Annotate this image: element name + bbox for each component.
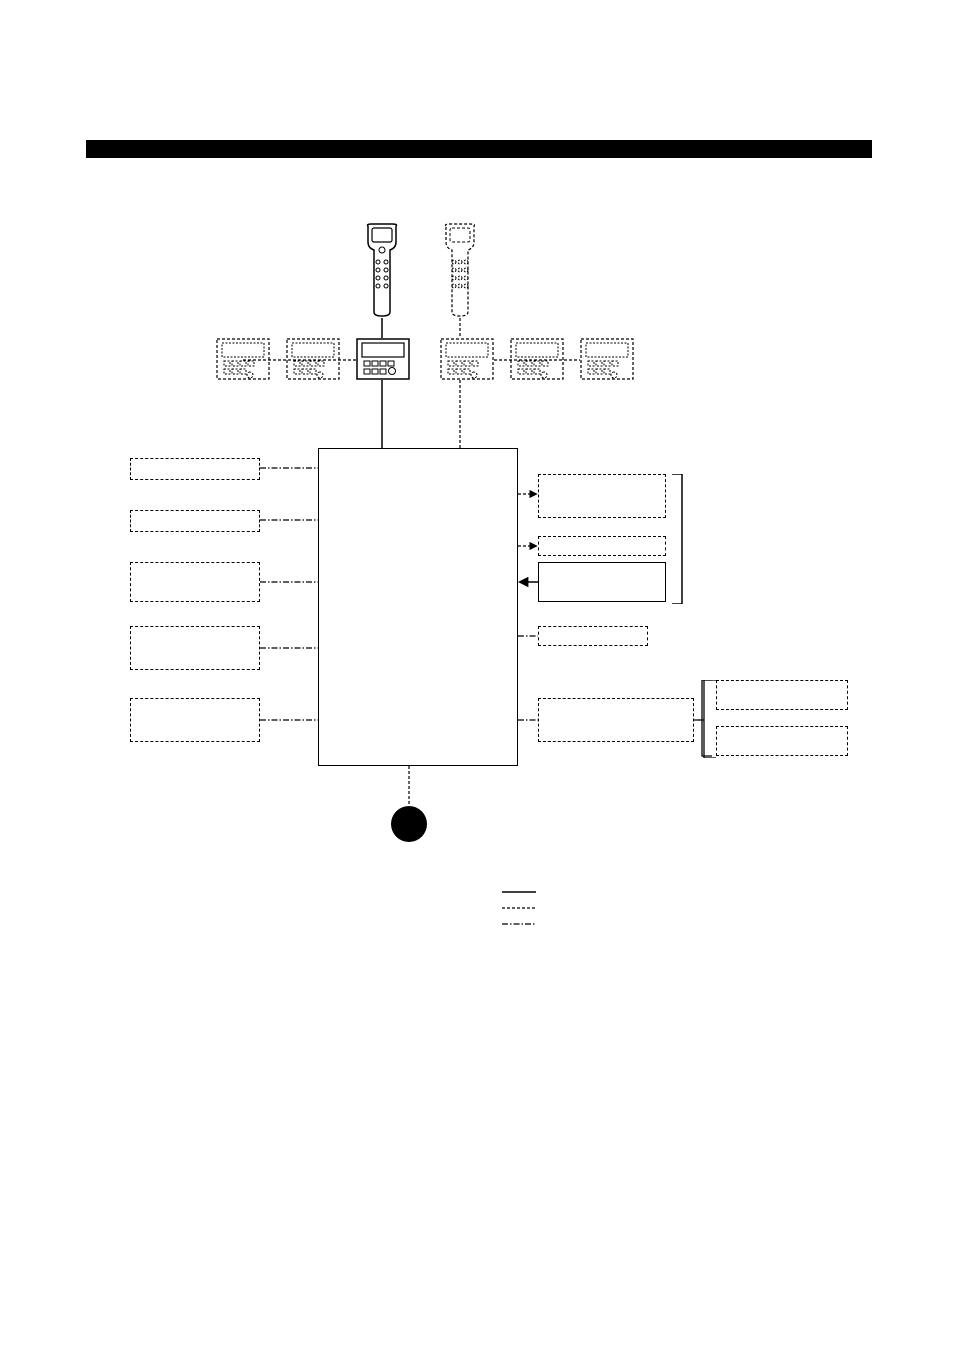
connectors (0, 0, 954, 900)
legend (500, 886, 544, 932)
